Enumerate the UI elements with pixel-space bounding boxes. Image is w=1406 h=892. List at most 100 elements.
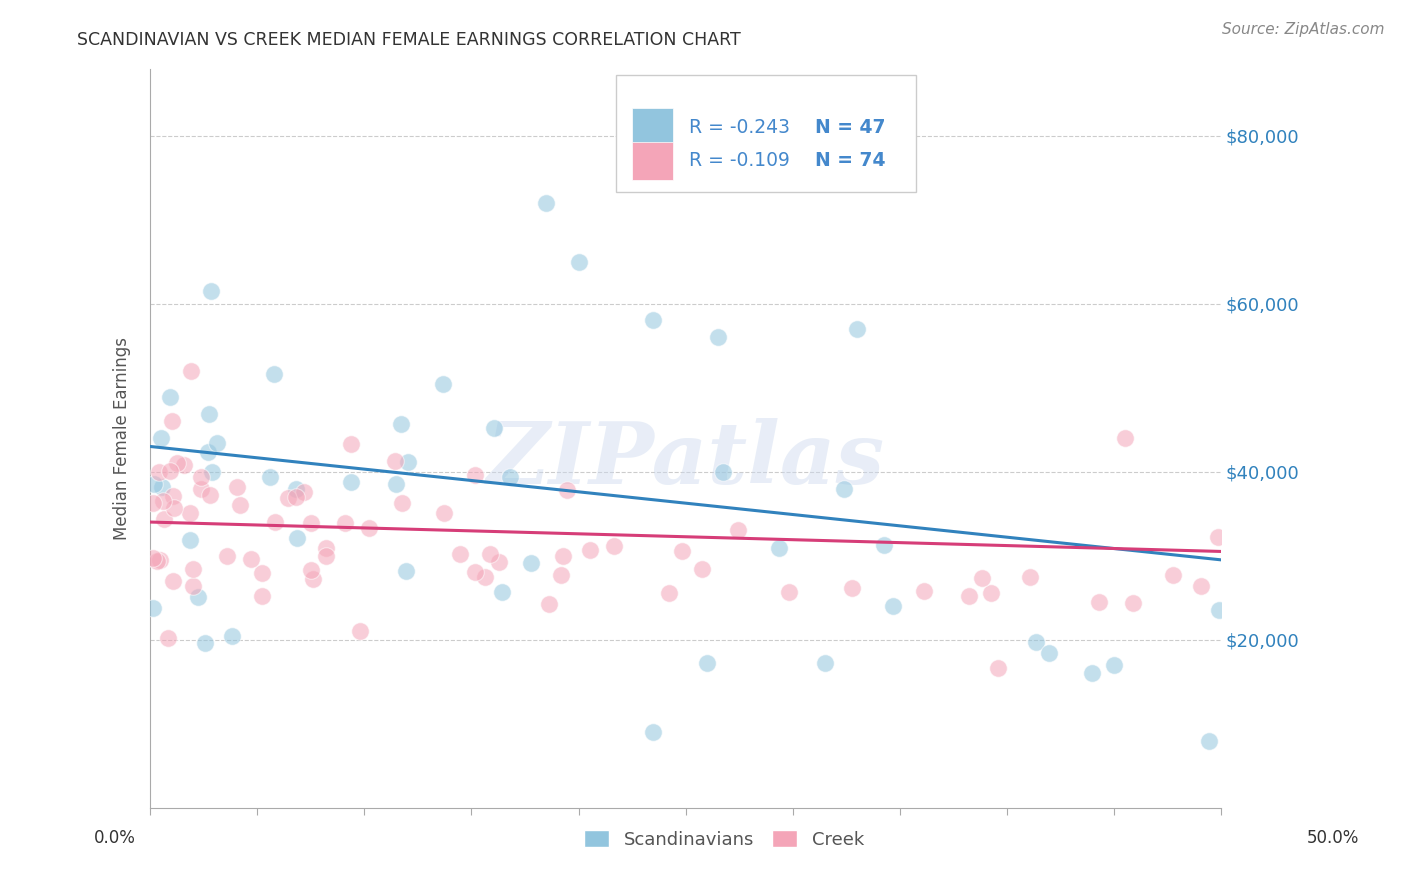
Point (190, 470, 212, 484)
Point (285, 482, 308, 496)
Point (464, 566, 486, 580)
Point (1081, 666, 1104, 681)
Text: SCANDINAVIAN VS CREEK MEDIAN FEMALE EARNINGS CORRELATION CHART: SCANDINAVIAN VS CREEK MEDIAN FEMALE EARN… (77, 31, 741, 49)
Point (488, 555, 510, 569)
Point (263, 368, 285, 382)
Point (159, 464, 181, 478)
Point (229, 498, 252, 512)
Point (671, 544, 693, 558)
Point (1018, 570, 1040, 584)
Point (149, 431, 172, 445)
Point (187, 590, 209, 604)
Point (315, 541, 337, 555)
Point (557, 483, 579, 498)
Point (152, 493, 174, 508)
Point (957, 589, 980, 603)
Point (478, 547, 501, 561)
Point (197, 445, 219, 459)
Point (142, 495, 165, 509)
Point (180, 363, 202, 377)
Point (357, 521, 380, 535)
Point (1025, 635, 1047, 649)
Point (292, 484, 315, 499)
Point (832, 483, 855, 497)
Point (198, 488, 221, 502)
Point (778, 584, 800, 599)
Text: 50.0%: 50.0% (1306, 829, 1360, 847)
Point (1208, 530, 1230, 544)
Point (464, 468, 486, 483)
Point (491, 585, 513, 599)
Point (142, 551, 165, 566)
Point (482, 420, 505, 434)
Point (1208, 603, 1230, 617)
Point (696, 656, 718, 670)
Point (536, 195, 558, 210)
Point (285, 490, 308, 504)
Point (1114, 431, 1136, 445)
Point (160, 414, 183, 428)
Point (643, 313, 665, 327)
Point (190, 482, 212, 496)
Point (499, 470, 522, 484)
Point (1102, 657, 1125, 672)
Point (727, 523, 749, 537)
Point (149, 553, 172, 567)
FancyBboxPatch shape (633, 142, 672, 180)
Text: N = 74: N = 74 (815, 152, 886, 170)
Point (162, 574, 184, 588)
Point (250, 566, 273, 580)
Point (221, 629, 243, 643)
Text: R = -0.243: R = -0.243 (689, 118, 790, 137)
Point (299, 563, 322, 577)
Point (225, 480, 247, 494)
Point (845, 322, 868, 336)
Point (391, 496, 413, 510)
Point (1122, 596, 1144, 610)
Point (142, 600, 165, 615)
Point (520, 556, 543, 570)
Point (551, 549, 574, 563)
Point (658, 586, 681, 600)
Point (603, 539, 626, 553)
Point (882, 599, 904, 613)
Text: N = 47: N = 47 (815, 118, 886, 137)
Point (537, 597, 560, 611)
Point (315, 549, 337, 563)
Point (873, 538, 896, 552)
Point (250, 590, 273, 604)
Point (970, 571, 993, 585)
Point (432, 377, 454, 392)
Point (706, 330, 728, 344)
Point (690, 561, 713, 575)
FancyBboxPatch shape (633, 109, 672, 147)
Point (340, 436, 363, 450)
Point (432, 507, 454, 521)
Point (643, 725, 665, 739)
Point (1038, 646, 1060, 660)
Point (277, 491, 299, 506)
Point (150, 480, 173, 494)
Point (841, 581, 863, 595)
Point (143, 477, 166, 491)
Point (200, 285, 222, 299)
Text: R = -0.109: R = -0.109 (689, 152, 790, 170)
Point (1161, 568, 1184, 582)
Point (179, 506, 201, 520)
Point (201, 465, 224, 479)
Point (239, 551, 262, 566)
Point (1189, 579, 1212, 593)
Point (285, 531, 308, 545)
Point (159, 390, 181, 404)
Text: 0.0%: 0.0% (94, 829, 136, 847)
Point (264, 516, 287, 530)
Point (166, 456, 188, 470)
Point (768, 541, 790, 555)
Point (567, 254, 589, 268)
Text: Source: ZipAtlas.com: Source: ZipAtlas.com (1222, 22, 1385, 37)
Point (194, 636, 217, 650)
Point (579, 543, 602, 558)
Point (912, 583, 935, 598)
Point (163, 501, 186, 516)
Point (162, 489, 184, 503)
